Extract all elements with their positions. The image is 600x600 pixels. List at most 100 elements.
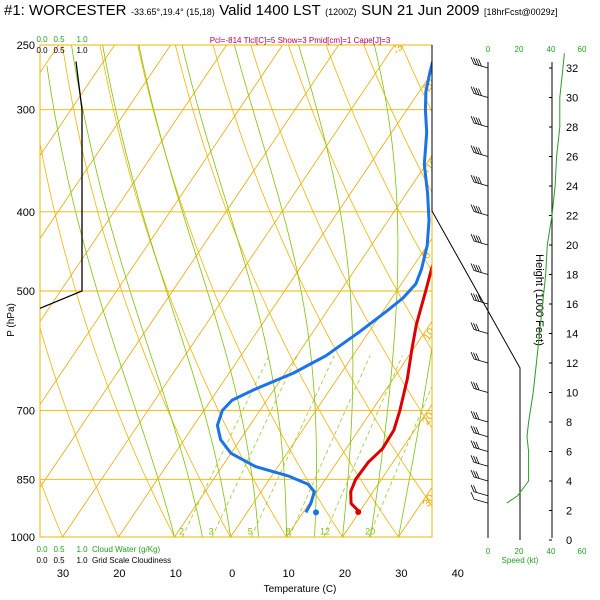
height-tick-label: 28 <box>566 122 578 134</box>
cloud-scale-top-label: 1.0 <box>76 35 88 44</box>
temperature-tick-label: 20 <box>113 568 125 580</box>
parcel-parameters: Pcl=-814 Tlcl[C]=5 Show=3 Pmid[cm]=1 Cap… <box>209 36 391 45</box>
wind-barb <box>470 115 489 128</box>
isotherm-line <box>40 45 115 157</box>
wind-barb <box>470 145 489 157</box>
wind-barb <box>470 425 489 438</box>
station-name: #1: WORCESTER <box>4 2 127 19</box>
series-line-temperature <box>349 262 432 513</box>
pressure-axis-label: P (hPa) <box>6 303 17 337</box>
wind-barb <box>470 204 489 216</box>
wind-speed-line <box>506 53 565 504</box>
pressure-tick-label: 300 <box>17 105 35 117</box>
mixing-ratio-label: 8 <box>286 527 291 537</box>
cloud-scale-bottom-label: 0.0 <box>36 545 48 554</box>
mixing-ratio-label: 12 <box>320 527 330 537</box>
mixing-ratio-line <box>211 355 298 537</box>
height-axis-label: Height (1000 Feet) <box>533 254 545 346</box>
dry-adiabat-line <box>515 45 600 537</box>
height-tick-label: 10 <box>566 388 578 400</box>
temperature-axis-label: Temperature (C) <box>264 584 337 595</box>
cloud-scale-top-label: 0.5 <box>53 35 65 44</box>
moist-adiabat-line <box>181 45 287 537</box>
dry-adiabat-line <box>40 478 63 537</box>
grid-scale-top-label: 0.0 <box>36 46 48 55</box>
height-tick-label: 8 <box>566 417 572 429</box>
height-tick-label: 20 <box>566 240 578 252</box>
pressure-tick-label: 700 <box>17 405 35 417</box>
isotherm-label: -30 <box>390 37 409 57</box>
station-coords: -33.65°,19.4° (15,18) <box>130 7 215 17</box>
cloud-water-legend: Cloud Water (g/Kg) <box>92 545 161 554</box>
wind-barb <box>470 174 489 187</box>
height-tick-label: 2 <box>566 506 572 518</box>
isotherm-label: 30 <box>421 492 438 509</box>
speed-tick-top-label: 20 <box>515 45 524 54</box>
series-line-dewpoint <box>215 61 432 514</box>
isotherm-line <box>40 45 171 240</box>
moist-adiabat-line <box>234 45 317 537</box>
height-tick-label: 24 <box>566 181 578 193</box>
isotherm-line <box>0 45 3 537</box>
wind-barb <box>470 381 489 393</box>
grid-scale-bottom-label: 1.0 <box>76 556 88 565</box>
pressure-tick-label: 250 <box>17 40 35 52</box>
wind-barb <box>470 322 489 334</box>
temperature-tick-label: 40 <box>452 568 464 580</box>
utc-time: (1200Z) <box>325 7 357 17</box>
dry-adiabat-line <box>590 45 600 537</box>
mixing-ratio-line <box>368 385 432 537</box>
grid-scale-legend: Grid Scale Cloudiness <box>92 556 171 565</box>
moist-adiabat-line <box>102 45 231 537</box>
dry-adiabat-line <box>288 45 432 351</box>
moist-adiabat-line <box>71 45 203 537</box>
height-envelope-line <box>431 45 521 540</box>
dry-adiabat-line <box>325 45 432 273</box>
wind-barb <box>470 484 489 497</box>
wind-barb <box>470 292 489 305</box>
isotherm-label: 20 <box>420 410 437 427</box>
mixing-ratio-line <box>323 355 403 537</box>
grid-scale-top-label: 0.5 <box>53 46 65 55</box>
speed-tick-bottom-label: 20 <box>515 547 524 556</box>
chart-header: #1: WORCESTER -33.65°,19.4° (15,18) Vali… <box>4 2 596 36</box>
moist-adiabat-line <box>138 45 259 537</box>
wind-barb <box>470 410 489 423</box>
moist-adiabat-line <box>370 45 399 537</box>
temperature-tick-label: 10 <box>282 568 294 580</box>
wind-barb <box>470 263 489 275</box>
height-tick-label: 30 <box>566 93 578 105</box>
moist-adiabat-line <box>46 65 175 537</box>
pressure-tick-label: 1000 <box>11 532 35 544</box>
temperature-tick-label: 30 <box>57 568 69 580</box>
cloud-water-line <box>39 61 83 309</box>
cloud-scale-bottom-label: 0.5 <box>53 545 65 554</box>
wind-barb <box>470 469 489 482</box>
wind-barb <box>470 491 489 504</box>
valid-time: Valid 1400 LST <box>219 2 321 19</box>
height-tick-label: 32 <box>566 63 578 75</box>
isotherm-line <box>286 320 432 537</box>
speed-tick-top-label: 0 <box>486 45 491 54</box>
speed-axis-label: Speed (kt) <box>502 556 539 565</box>
forecast-date: SUN 21 Jun 2009 <box>361 2 480 19</box>
dry-adiabat-line <box>0 45 7 537</box>
isotherm-line <box>511 45 600 537</box>
speed-tick-top-label: 60 <box>578 45 587 54</box>
mixing-ratio-label: 3 <box>209 527 214 537</box>
speed-tick-bottom-label: 0 <box>486 547 491 556</box>
temperature-tick-label: 30 <box>395 568 407 580</box>
height-tick-label: 4 <box>566 476 572 488</box>
height-tick-label: 16 <box>566 299 578 311</box>
pressure-tick-label: 500 <box>17 286 35 298</box>
isotherm-label: -10 <box>422 156 441 176</box>
pressure-tick-label: 850 <box>17 474 35 486</box>
wind-barb <box>470 455 489 467</box>
wind-barb <box>470 233 489 246</box>
height-tick-label: 18 <box>566 270 578 282</box>
cloud-scale-bottom-label: 1.0 <box>76 545 88 554</box>
dry-adiabat-line <box>212 45 432 507</box>
dry-adiabat-line <box>99 45 287 537</box>
